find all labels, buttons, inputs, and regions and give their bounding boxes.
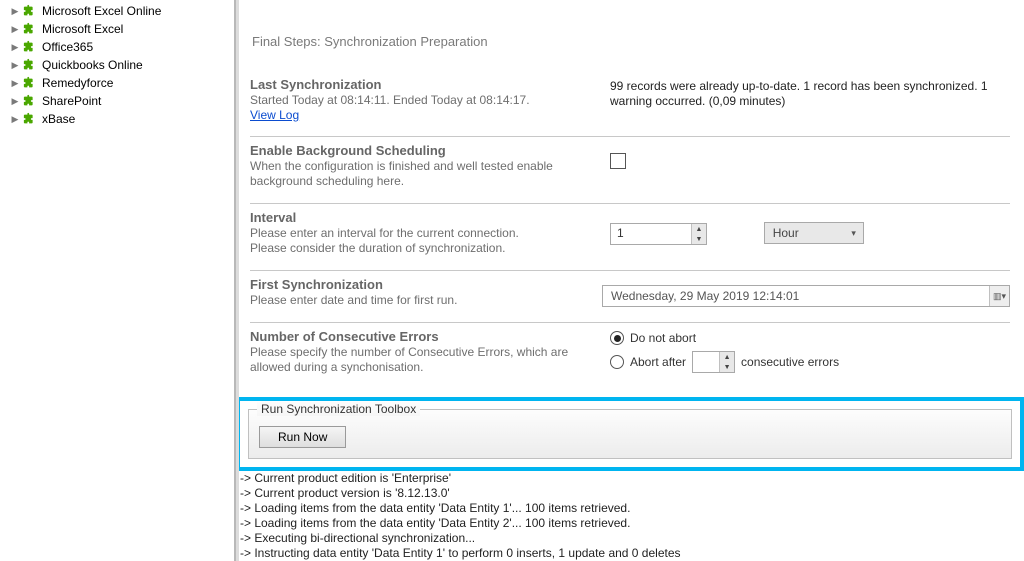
chevron-down-icon[interactable]: ▾ (845, 228, 863, 239)
log-line: -> Loading items from the data entity 'D… (240, 501, 1020, 516)
tree-item[interactable]: ▶ xBase (10, 110, 234, 128)
interval-desc1: Please enter an interval for the current… (250, 226, 590, 241)
last-sync-title: Last Synchronization (250, 77, 590, 92)
expand-icon[interactable]: ▶ (10, 78, 20, 89)
interval-value-spinner[interactable]: 1 ▲▼ (610, 223, 707, 245)
section-last-sync: Last Synchronization Started Today at 08… (250, 71, 1010, 136)
sync-status-text: 99 records were already up-to-date. 1 re… (610, 79, 990, 109)
connection-tree: ▶ Microsoft Excel Online ▶ Microsoft Exc… (0, 0, 236, 561)
interval-desc2: Please consider the duration of synchron… (250, 241, 590, 256)
tree-item[interactable]: ▶ Microsoft Excel Online (10, 2, 234, 20)
tree-label: Remedyforce (42, 76, 113, 90)
consecutive-errors-label: consecutive errors (741, 355, 839, 369)
section-bg-scheduling: Enable Background Scheduling When the co… (250, 136, 1010, 203)
last-sync-desc: Started Today at 08:14:11. Ended Today a… (250, 93, 590, 108)
expand-icon[interactable]: ▶ (10, 114, 20, 125)
spin-up-icon[interactable]: ▲ (692, 224, 706, 234)
scrollbar[interactable] (236, 0, 239, 561)
expand-icon[interactable]: ▶ (10, 6, 20, 17)
spin-down-icon[interactable]: ▼ (720, 362, 734, 372)
spin-down-icon[interactable]: ▼ (692, 234, 706, 244)
first-sync-desc: Please enter date and time for first run… (250, 293, 582, 308)
breadcrumb: Final Steps: Synchronization Preparation (252, 34, 1014, 49)
puzzle-icon (22, 3, 38, 19)
puzzle-icon (22, 39, 38, 55)
spin-up-icon[interactable]: ▲ (720, 352, 734, 362)
run-toolbox-group: Run Synchronization Toolbox Run Now (248, 409, 1012, 459)
section-first-sync: First Synchronization Please enter date … (250, 270, 1010, 322)
abort-after-value[interactable] (693, 352, 719, 372)
puzzle-icon (22, 111, 38, 127)
tree-item[interactable]: ▶ Quickbooks Online (10, 56, 234, 74)
log-line: -> Current product edition is 'Enterpris… (240, 471, 1020, 486)
puzzle-icon (22, 21, 38, 37)
interval-title: Interval (250, 210, 590, 225)
tree-label: xBase (42, 112, 75, 126)
toolbox-legend: Run Synchronization Toolbox (257, 402, 420, 416)
view-log-link[interactable]: View Log (250, 108, 299, 122)
first-sync-datepicker[interactable]: Wednesday, 29 May 2019 12:14:01 ▥▾ (602, 285, 1010, 307)
do-not-abort-label: Do not abort (630, 331, 696, 345)
tree-item[interactable]: ▶ Office365 (10, 38, 234, 56)
abort-after-label: Abort after (630, 355, 686, 369)
expand-icon[interactable]: ▶ (10, 42, 20, 53)
first-sync-date-value[interactable]: Wednesday, 29 May 2019 12:14:01 (603, 287, 989, 305)
calendar-dropdown-icon[interactable]: ▥▾ (989, 286, 1009, 306)
first-sync-title: First Synchronization (250, 277, 582, 292)
abort-after-radio[interactable] (610, 355, 624, 369)
bg-sched-title: Enable Background Scheduling (250, 143, 590, 158)
expand-icon[interactable]: ▶ (10, 60, 20, 71)
log-line: -> Current product version is '8.12.13.0… (240, 486, 1020, 501)
expand-icon[interactable]: ▶ (10, 96, 20, 107)
tree-item[interactable]: ▶ Microsoft Excel (10, 20, 234, 38)
interval-unit-value: Hour (765, 224, 845, 242)
bg-scheduling-checkbox[interactable] (610, 153, 626, 169)
tree-label: Quickbooks Online (42, 58, 143, 72)
tree-label: Office365 (42, 40, 93, 54)
tree-item[interactable]: ▶ Remedyforce (10, 74, 234, 92)
puzzle-icon (22, 57, 38, 73)
log-line: -> Executing bi-directional synchronizat… (240, 531, 1020, 546)
errors-desc: Please specify the number of Consecutive… (250, 345, 590, 375)
abort-after-spinner[interactable]: ▲▼ (692, 351, 735, 373)
errors-title: Number of Consecutive Errors (250, 329, 590, 344)
interval-unit-combo[interactable]: Hour ▾ (764, 222, 864, 244)
run-toolbox-highlight: Run Synchronization Toolbox Run Now (236, 397, 1024, 471)
tree-item[interactable]: ▶ SharePoint (10, 92, 234, 110)
sync-log-output: -> Current product edition is 'Enterpris… (240, 471, 1020, 561)
run-now-button[interactable]: Run Now (259, 426, 346, 448)
interval-value[interactable]: 1 (611, 224, 691, 244)
tree-label: Microsoft Excel Online (42, 4, 161, 18)
bg-sched-desc: When the configuration is finished and w… (250, 159, 590, 189)
expand-icon[interactable]: ▶ (10, 24, 20, 35)
tree-label: Microsoft Excel (42, 22, 123, 36)
puzzle-icon (22, 93, 38, 109)
do-not-abort-radio[interactable] (610, 331, 624, 345)
section-interval: Interval Please enter an interval for th… (250, 203, 1010, 270)
tree-label: SharePoint (42, 94, 101, 108)
puzzle-icon (22, 75, 38, 91)
log-line: -> Instructing data entity 'Data Entity … (240, 546, 1020, 561)
section-consecutive-errors: Number of Consecutive Errors Please spec… (250, 322, 1010, 393)
main-panel: Final Steps: Synchronization Preparation… (236, 0, 1024, 561)
log-line: -> Loading items from the data entity 'D… (240, 516, 1020, 531)
